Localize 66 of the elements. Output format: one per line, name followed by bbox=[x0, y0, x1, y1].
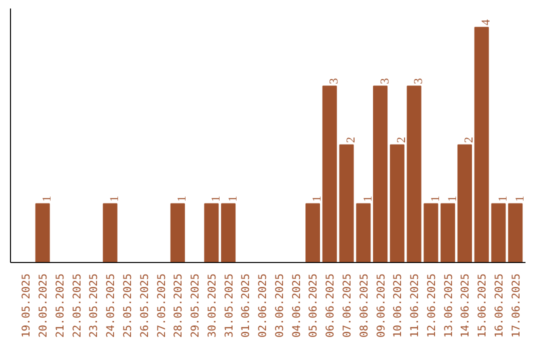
bar bbox=[491, 203, 506, 262]
data-label: 2 bbox=[462, 136, 476, 143]
x-tick-label: 05.06.2025 bbox=[306, 274, 320, 338]
data-label: 1 bbox=[310, 196, 324, 202]
bar bbox=[440, 203, 456, 262]
bar bbox=[508, 203, 523, 262]
x-tick-label: 31.05.2025 bbox=[222, 274, 236, 338]
x-tick-label: 26.05.2025 bbox=[138, 274, 151, 338]
data-label: 1 bbox=[512, 196, 526, 202]
data-label: 1 bbox=[360, 196, 374, 202]
data-label: 2 bbox=[394, 136, 408, 143]
data-label: 1 bbox=[208, 196, 222, 202]
x-tick-label: 08.06.2025 bbox=[357, 274, 370, 338]
x-tick-label: 13.06.2025 bbox=[442, 274, 455, 338]
x-tick-label: 16.06.2025 bbox=[492, 274, 506, 338]
bar bbox=[322, 86, 337, 262]
x-tick-label: 19.05.2025 bbox=[20, 274, 33, 338]
x-tick-label: 17.06.2025 bbox=[509, 274, 522, 338]
bar bbox=[424, 203, 438, 262]
x-tick-label: 04.06.2025 bbox=[290, 274, 303, 338]
x-tick-label: 02.06.2025 bbox=[256, 274, 270, 338]
data-label: 3 bbox=[326, 78, 341, 84]
bar bbox=[339, 144, 354, 262]
bar bbox=[204, 203, 219, 262]
data-label: 4 bbox=[478, 19, 493, 26]
x-tick-label: 03.06.2025 bbox=[272, 274, 286, 338]
data-label: 3 bbox=[411, 78, 426, 84]
x-tick-label: 07.06.2025 bbox=[340, 274, 354, 338]
bar bbox=[221, 203, 236, 262]
x-tick-label: 14.06.2025 bbox=[458, 274, 472, 338]
bar bbox=[35, 203, 50, 262]
data-label: 1 bbox=[444, 196, 459, 202]
data-label: 1 bbox=[428, 196, 442, 202]
bar bbox=[170, 203, 185, 262]
x-tick-label: 11.06.2025 bbox=[408, 274, 422, 338]
x-tick-label: 23.05.2025 bbox=[87, 274, 100, 338]
x-tick-label: 12.06.2025 bbox=[424, 274, 438, 338]
x-tick-label: 30.05.2025 bbox=[205, 274, 218, 338]
x-tick-label: 06.06.2025 bbox=[324, 274, 337, 338]
data-label: 1 bbox=[40, 196, 54, 202]
data-label: 3 bbox=[377, 78, 392, 84]
x-tick-label: 21.05.2025 bbox=[53, 274, 66, 338]
x-tick-label: 27.05.2025 bbox=[154, 274, 168, 338]
x-tick-label: 10.06.2025 bbox=[391, 274, 404, 338]
data-label: 1 bbox=[225, 196, 240, 202]
bar bbox=[373, 86, 388, 262]
bar bbox=[102, 203, 118, 262]
x-tick-label: 15.06.2025 bbox=[476, 274, 489, 338]
data-label: 1 bbox=[495, 196, 510, 202]
data-label: 1 bbox=[107, 196, 122, 202]
x-tick-label: 09.06.2025 bbox=[374, 274, 388, 338]
x-tick-label: 01.06.2025 bbox=[239, 274, 252, 338]
x-tick-label: 24.05.2025 bbox=[104, 274, 118, 338]
x-tick-label: 28.05.2025 bbox=[172, 274, 185, 338]
data-label: 2 bbox=[344, 136, 358, 143]
bar bbox=[406, 86, 422, 262]
bar bbox=[305, 203, 320, 262]
x-tick-label: 22.05.2025 bbox=[70, 274, 84, 338]
bar bbox=[356, 203, 371, 262]
bar bbox=[390, 144, 404, 262]
data-label: 1 bbox=[174, 196, 189, 202]
x-tick-label: 20.05.2025 bbox=[36, 274, 50, 338]
x-tick-label: 25.05.2025 bbox=[121, 274, 134, 338]
bar bbox=[474, 26, 489, 262]
bar bbox=[457, 144, 472, 262]
x-tick-label: 29.05.2025 bbox=[188, 274, 202, 338]
